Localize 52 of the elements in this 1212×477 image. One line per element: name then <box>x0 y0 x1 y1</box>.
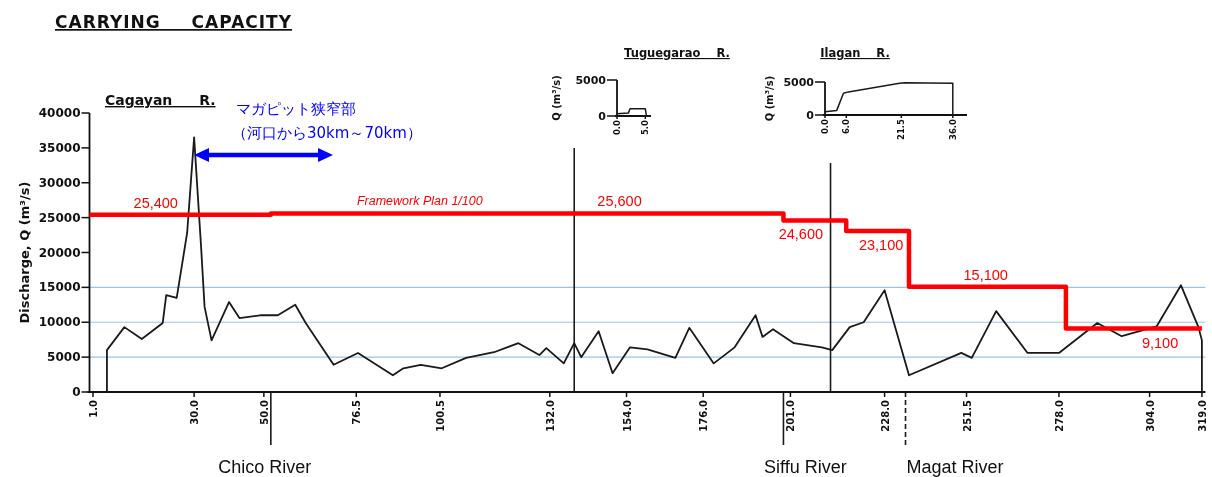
y-tick-label: 35000 <box>38 140 81 155</box>
x-tick-label: 228.0 <box>879 399 891 432</box>
x-tick-label: 36.0 <box>947 118 958 140</box>
series-label: Framework Plan 1/100 <box>356 194 483 209</box>
y-tick-label: 5000 <box>575 73 607 87</box>
y-axis-title: Q (m³/s) <box>550 75 562 121</box>
y-axis-title: Q (m³/s) <box>763 75 775 122</box>
x-tick-label: 304.0 <box>1144 399 1156 432</box>
x-tick-label: 6.0 <box>841 118 852 135</box>
text: Tuguegarao R. <box>624 46 730 60</box>
x-tick-label: 132.0 <box>544 399 556 432</box>
x-tick-label: 0.0 <box>820 118 830 135</box>
x-tick-label: 100.5 <box>434 399 446 432</box>
x-tick-label: 201.0 <box>784 399 796 432</box>
x-tick-label: 21.5 <box>896 118 907 140</box>
y-tick-label: 30000 <box>38 175 81 190</box>
data-label: 25,600 <box>597 193 642 210</box>
y-tick-label: 5000 <box>47 350 81 365</box>
x-tick-label: 319.0 <box>1196 399 1208 432</box>
y-tick-label: 15000 <box>38 280 81 295</box>
data-label: 23,100 <box>858 236 904 253</box>
y-tick-label: 20000 <box>38 245 81 260</box>
x-tick-label: 1.0 <box>87 399 99 418</box>
y-tick-label: 0 <box>72 385 81 399</box>
x-tick-label: 76.5 <box>350 399 362 425</box>
y-tick-label: 10000 <box>38 315 81 330</box>
annotation: マガピット狭窄部 <box>236 100 356 118</box>
ref-line-label: Magat River <box>906 457 1004 477</box>
chart-title: Cagayan R. <box>105 92 216 108</box>
x-tick-label: 176.0 <box>697 399 709 432</box>
x-tick-label: 278.0 <box>1053 399 1065 432</box>
y-tick-label: 40000 <box>38 106 81 120</box>
x-tick-label: 251.5 <box>961 399 973 432</box>
text: CARRYING CAPACITY <box>55 12 293 32</box>
y-axis-title: Discharge, Q (m³/s) <box>16 181 32 324</box>
data-label: 25,400 <box>133 194 178 211</box>
data-label: 24,600 <box>778 226 824 243</box>
x-tick-label: 50.0 <box>258 399 270 425</box>
data-label: 9,100 <box>1141 334 1179 351</box>
data-label: 15,100 <box>963 266 1008 283</box>
chart-title: Ilagan R. <box>820 46 890 60</box>
x-tick-label: 30.0 <box>188 399 200 425</box>
x-tick-label: 5.0 <box>640 119 651 136</box>
ref-line-label: Siffu River <box>764 457 847 477</box>
y-tick-label: 5000 <box>783 75 815 89</box>
ref-line-label: Chico River <box>218 457 312 477</box>
y-tick-label: 0 <box>806 108 815 122</box>
x-tick-label: 0.0 <box>612 119 622 136</box>
annotation: （河口から30km～70km） <box>232 124 422 142</box>
x-tick-label: 154.0 <box>621 399 633 432</box>
y-tick-label: 0 <box>598 109 607 123</box>
y-tick-label: 25000 <box>38 210 81 225</box>
